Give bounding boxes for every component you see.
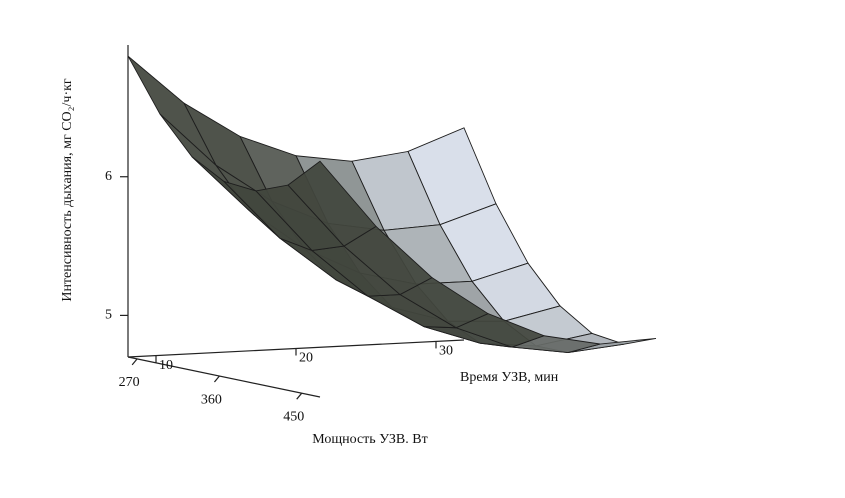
y-axis-title: Мощность УЗВ. Вт xyxy=(312,432,427,447)
y-axis xyxy=(127,356,321,398)
x-tick-label: 10 xyxy=(159,358,173,373)
z-tick-label: 5 xyxy=(105,308,112,323)
x-tick-label: 30 xyxy=(439,344,453,359)
y-tick-label: 450 xyxy=(283,409,304,424)
z-tick-label: 6 xyxy=(105,169,112,184)
y-tick-label: 360 xyxy=(201,392,222,407)
y-tick xyxy=(213,375,220,383)
surface-cell xyxy=(287,160,377,247)
y-tick xyxy=(296,392,303,400)
surface-cell xyxy=(127,55,217,166)
z-axis-title: Интенсивность дыхания, мг CO₂/ч·кг xyxy=(60,78,75,302)
x-axis-title: Время УЗВ, мин xyxy=(460,370,559,385)
x-tick-label: 20 xyxy=(299,351,313,366)
y-tick xyxy=(131,358,138,366)
y-tick-label: 270 xyxy=(119,375,140,390)
